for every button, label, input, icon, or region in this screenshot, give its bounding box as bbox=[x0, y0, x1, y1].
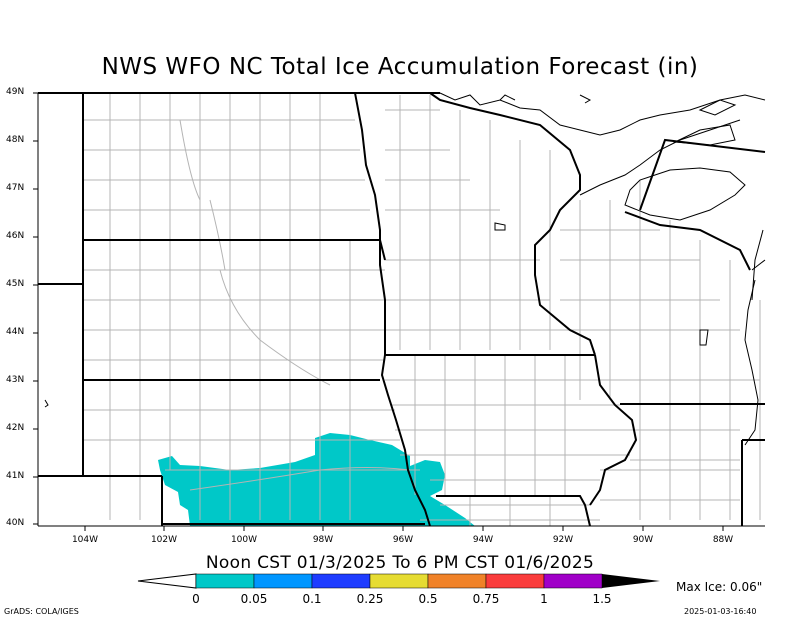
lat-label: 49N bbox=[6, 87, 25, 97]
colorbar-label: 0.75 bbox=[472, 592, 500, 606]
colorbar-swatch bbox=[427, 573, 487, 589]
county-lines bbox=[83, 93, 761, 526]
colorbar-swatch bbox=[543, 573, 603, 589]
lon-label: 98W bbox=[312, 535, 334, 545]
colorbar-swatch bbox=[485, 573, 545, 589]
colorbar-label: 0 bbox=[192, 592, 200, 606]
map-title: NWS WFO NC Total Ice Accumulation Foreca… bbox=[101, 54, 699, 80]
colorbar-swatch bbox=[311, 573, 371, 589]
colorbar-swatch bbox=[369, 573, 429, 589]
lat-label: 43N bbox=[6, 375, 25, 385]
lat-label: 46N bbox=[6, 231, 25, 241]
state-lines bbox=[38, 92, 766, 527]
max-ice-label: Max Ice: 0.06" bbox=[676, 580, 763, 594]
colorbar-label: 0.25 bbox=[356, 592, 384, 606]
colorbar-label: 0.1 bbox=[302, 592, 322, 606]
lon-ticks bbox=[84, 526, 724, 531]
colorbar-label: 1 bbox=[540, 592, 548, 606]
colorbar bbox=[137, 573, 660, 589]
colorbar-label: 1.5 bbox=[592, 592, 612, 606]
grads-credit: GrADS: COLA/IGES bbox=[4, 607, 79, 616]
colorbar-swatch bbox=[195, 573, 255, 589]
lon-label: 104W bbox=[71, 535, 99, 545]
lat-ticks bbox=[33, 92, 38, 525]
ice-area bbox=[158, 433, 475, 526]
timestamp: 2025-01-03-16:40 bbox=[684, 607, 757, 616]
lat-label: 47N bbox=[6, 183, 25, 193]
lat-label: 44N bbox=[6, 327, 25, 337]
lat-label: 42N bbox=[6, 423, 25, 433]
colorbar-label: 0.5 bbox=[418, 592, 438, 606]
colorbar-label: 0.05 bbox=[240, 592, 268, 606]
colorbar-swatch bbox=[253, 573, 313, 589]
lat-label: 48N bbox=[6, 135, 25, 145]
colorbar-under-triangle bbox=[137, 573, 197, 589]
lon-label: 92W bbox=[552, 535, 574, 545]
lat-label: 40N bbox=[6, 518, 25, 528]
lat-label: 41N bbox=[6, 471, 25, 481]
lon-label: 90W bbox=[632, 535, 654, 545]
lon-label: 96W bbox=[392, 535, 414, 545]
lon-label: 94W bbox=[472, 535, 494, 545]
colorbar-over-triangle bbox=[602, 574, 660, 588]
lat-label: 45N bbox=[6, 279, 25, 289]
forecast-period: Noon CST 01/3/2025 To 6 PM CST 01/6/2025 bbox=[205, 553, 595, 573]
lon-label: 88W bbox=[712, 535, 734, 545]
lon-label: 102W bbox=[150, 535, 178, 545]
lon-label: 100W bbox=[230, 535, 258, 545]
coastlines bbox=[44, 92, 766, 446]
